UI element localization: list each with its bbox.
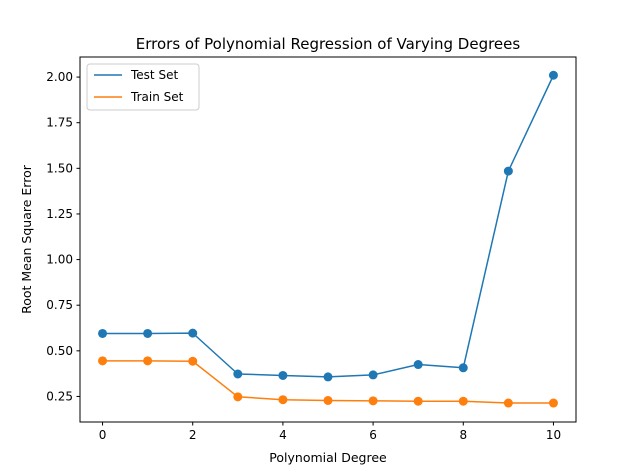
test-set-point <box>143 328 153 338</box>
test-set-point <box>323 372 333 382</box>
test-set-point <box>368 370 378 380</box>
series-layer <box>98 70 558 408</box>
train-set-point <box>503 398 513 408</box>
test-set-point <box>413 360 423 370</box>
train-set-point <box>548 398 558 408</box>
x-tick-label: 0 <box>99 428 107 442</box>
legend-label-train-set: Train Set <box>130 90 184 104</box>
x-tick-label: 2 <box>189 428 197 442</box>
y-tick-label: 1.25 <box>46 207 73 221</box>
y-tick-label: 2.00 <box>46 70 73 84</box>
train-set-point <box>413 396 423 406</box>
y-tick-label: 0.25 <box>46 389 73 403</box>
train-set-point <box>98 356 108 366</box>
y-axis-ticks: 0.25 0.50 0.75 1.00 1.25 1.50 1.75 2.00 <box>46 70 80 403</box>
y-tick-label: 0.75 <box>46 298 73 312</box>
test-set-point <box>233 369 243 379</box>
x-axis-label: Polynomial Degree <box>269 450 387 465</box>
train-set-point <box>233 392 243 402</box>
y-tick-label: 1.50 <box>46 161 73 175</box>
y-axis-label: Root Mean Square Error <box>19 164 34 314</box>
test-set-point <box>458 363 468 373</box>
y-tick-label: 0.50 <box>46 344 73 358</box>
train-set-point <box>188 356 198 366</box>
test-set-line <box>102 74 555 378</box>
test-set-point <box>98 328 108 338</box>
train-set-point <box>458 396 468 406</box>
train-set-point <box>323 395 333 405</box>
test-set-point <box>188 328 198 338</box>
y-tick-label: 1.75 <box>46 116 73 130</box>
x-tick-label: 8 <box>459 428 467 442</box>
legend: Test Set Train Set <box>86 63 200 111</box>
x-axis-ticks: 0 2 4 6 8 10 <box>99 422 561 442</box>
y-tick-label: 1.00 <box>46 253 73 267</box>
train-set-point <box>368 396 378 406</box>
test-set-point <box>548 70 558 80</box>
train-set-point <box>143 356 153 366</box>
legend-label-test-set: Test Set <box>130 68 178 82</box>
chart-title: Errors of Polynomial Regression of Varyi… <box>136 35 521 53</box>
plot-frame <box>79 56 577 423</box>
x-tick-label: 10 <box>546 428 561 442</box>
x-tick-label: 6 <box>369 428 377 442</box>
x-tick-label: 4 <box>279 428 287 442</box>
train-set-point <box>278 395 288 405</box>
test-set-point <box>278 370 288 380</box>
test-set-point <box>503 166 513 176</box>
